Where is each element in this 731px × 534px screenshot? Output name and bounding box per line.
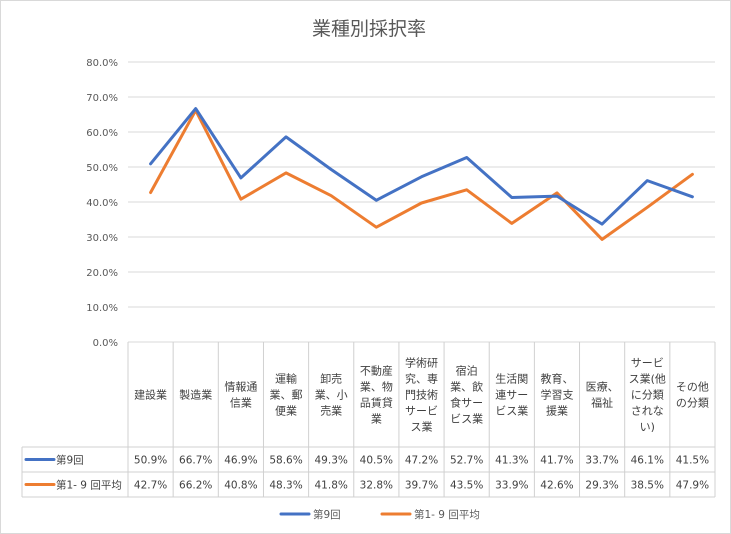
category-label-line: 業、郵 (270, 389, 303, 402)
category-label-line: 売業 (320, 405, 342, 418)
table-cell-value: 52.7% (450, 455, 483, 467)
category-label-line: 連サー (495, 388, 528, 402)
category-label-line: の分類 (676, 397, 709, 410)
data-table: 建設業 製造業情報通信業運輸業、郵便業卸売業、小売業不動産業、物品賃貸業学術研究、… (21, 342, 716, 498)
y-tick-label: 50.0% (86, 163, 118, 174)
category-label-line: 医療、 (586, 380, 619, 394)
category-label-line: 究、専 (405, 372, 438, 386)
table-cell-value: 41.8% (315, 480, 348, 492)
category-label-line: 建設業 (134, 388, 167, 402)
category-label: 学術研究、専門技術サービス業 (405, 356, 438, 434)
table-cell-value: 66.7% (179, 455, 212, 467)
category-label-line: 卸売 (320, 372, 342, 386)
category-label-line: 生活関 (495, 372, 528, 386)
series-lines (149, 107, 694, 241)
table-cell-value: 43.5% (450, 480, 483, 492)
category-label: 生活関連サービス業 (495, 372, 528, 418)
category-label-line: 宿泊 (456, 364, 478, 378)
category-label-line: い) (640, 421, 655, 434)
category-label-line: 不動産 (360, 364, 393, 378)
gridlines (128, 61, 715, 343)
category-label-line: ス業(他 (629, 373, 666, 386)
table-cell-value: 41.5% (676, 455, 709, 467)
table-cell-value: 40.8% (224, 480, 257, 492)
category-label: 製造業 (179, 388, 212, 402)
table-cell-value: 39.7% (405, 480, 438, 492)
y-tick-label: 20.0% (86, 268, 118, 279)
category-label-line: 学術研 (405, 356, 438, 370)
table-row-label: 第9回 (56, 454, 84, 467)
table-cell-value: 33.9% (495, 480, 528, 492)
table-cell-value: 40.5% (360, 455, 393, 467)
table-cell-value: 42.6% (540, 480, 573, 492)
category-label-line: 情報通 (224, 381, 257, 394)
category-label-line: に分類 (631, 389, 664, 402)
table-cell-value: 47.9% (676, 480, 709, 492)
table-cell-value: 58.6% (269, 455, 302, 467)
category-label: 運輸業、郵便業 (270, 372, 303, 418)
table-cell-value: 42.7% (134, 480, 167, 492)
table-cell-value: 49.3% (315, 455, 348, 467)
category-label-line: 業、物 (360, 380, 393, 394)
table-cell-value: 38.5% (631, 480, 664, 492)
table-cell-value: 48.3% (269, 480, 302, 492)
table-cell-value: 47.2% (405, 455, 438, 467)
y-tick-label: 40.0% (86, 198, 118, 209)
category-label-line: 食サー (450, 396, 483, 410)
category-label-line: されな (631, 405, 664, 418)
category-label: 卸売業、小売業 (315, 372, 348, 418)
category-label: その他の分類 (676, 381, 709, 410)
category-label-line: サービ (405, 405, 438, 418)
table-cell-value: 32.8% (360, 480, 393, 492)
category-label-line: その他 (676, 381, 709, 394)
table-cell-value: 41.7% (540, 455, 573, 467)
category-label: 医療、福祉 (586, 380, 619, 410)
category-label-line: 品賃貸 (360, 396, 393, 410)
table-cell-value: 29.3% (585, 480, 618, 492)
category-label-line: 門技術 (405, 389, 438, 402)
category-label: 建設業 (134, 388, 167, 402)
category-label-line: 業 (371, 413, 382, 426)
category-label: 不動産業、物品賃貸業 (360, 364, 393, 426)
y-tick-label: 0.0% (93, 338, 118, 349)
category-label: 宿泊業、飲食サービス業 (450, 364, 483, 426)
y-axis-labels: 0.0% 10.0% 20.0% 30.0% 40.0% 50.0% 60.0% 70.0% 8… (86, 58, 118, 349)
chart-title: 業種別採択率 (312, 18, 426, 40)
legend: 第9回 第1- 9 回平均 (279, 508, 480, 521)
table-cell-value: 46.1% (631, 455, 664, 467)
series-line (149, 108, 694, 241)
table-cell-value: 33.7% (585, 455, 618, 467)
y-tick-label: 60.0% (86, 128, 118, 139)
table-cell-value: 50.9% (134, 455, 167, 467)
y-tick-label: 70.0% (86, 93, 118, 104)
category-label-line: サービ (631, 357, 664, 370)
table-row-label: 第1- 9 回平均 (56, 479, 122, 492)
category-label-line: 製造業 (179, 388, 212, 402)
category-label-line: ビス業 (495, 405, 528, 418)
table-cell-value: 41.3% (495, 455, 528, 467)
category-label: 教育、学習支援業 (540, 372, 573, 418)
category-label-line: 福祉 (591, 396, 613, 410)
y-tick-label: 30.0% (86, 233, 118, 244)
category-label-line: 援業 (546, 404, 568, 418)
category-label-line: 業、飲 (450, 380, 483, 394)
table-cell-value: 46.9% (224, 455, 257, 467)
category-label-line: 運輸 (275, 372, 297, 386)
category-label-line: 信業 (230, 397, 252, 410)
category-label-line: 学習支 (540, 388, 573, 402)
category-label-line: 業、小 (315, 389, 348, 402)
category-label-line: ビス業 (450, 413, 483, 426)
category-label-line: 教育、 (540, 372, 573, 386)
y-tick-label: 10.0% (86, 303, 118, 314)
series-line (149, 107, 694, 226)
category-label-line: 便業 (275, 405, 297, 418)
legend-label: 第9回 (313, 508, 341, 521)
category-label-line: ス業 (411, 421, 433, 434)
table-cell-value: 66.2% (179, 480, 212, 492)
category-label: サービス業(他に分類されない) (629, 357, 666, 434)
category-label: 情報通信業 (224, 381, 257, 410)
legend-label: 第1- 9 回平均 (414, 508, 480, 521)
y-tick-label: 80.0% (86, 58, 118, 69)
